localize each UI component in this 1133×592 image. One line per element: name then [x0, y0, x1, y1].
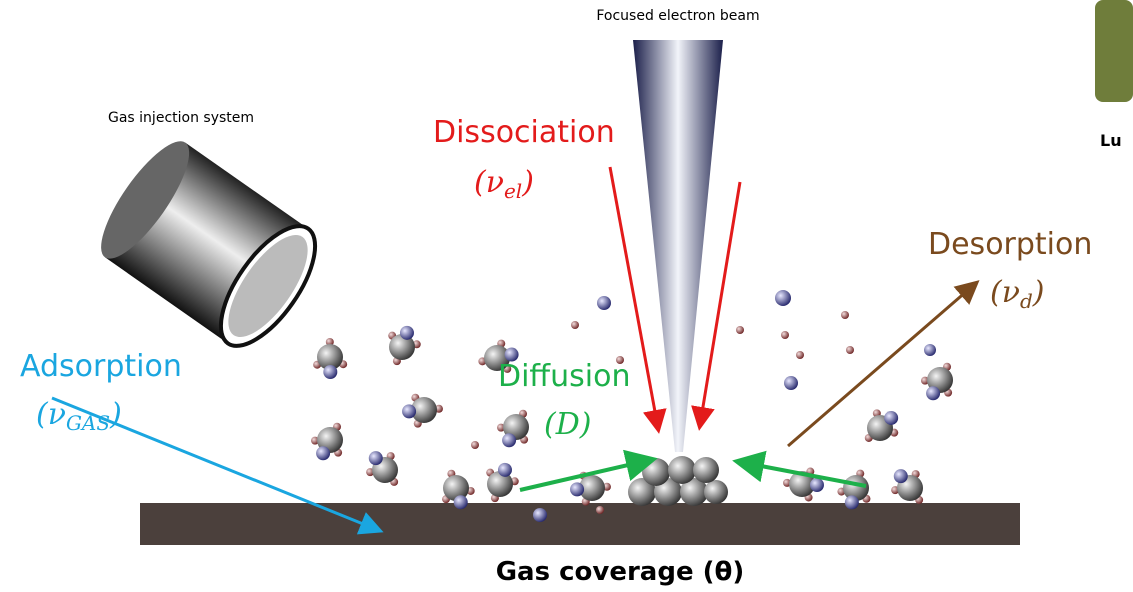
rate-subscript: el	[504, 179, 522, 203]
atom	[736, 326, 744, 334]
atom	[775, 290, 791, 306]
atom	[781, 331, 789, 339]
atom	[502, 433, 516, 447]
diffusion-label: Diffusion	[498, 359, 630, 394]
atom	[810, 478, 824, 492]
atom	[369, 451, 383, 465]
atom	[884, 411, 898, 425]
caption: Gas coverage (θ)	[496, 557, 745, 587]
atom	[400, 326, 414, 340]
atom	[454, 495, 468, 509]
photo-fragment	[1095, 0, 1133, 102]
atom	[841, 311, 849, 319]
atom	[846, 346, 854, 354]
dissociation-label: Dissociation	[433, 115, 615, 150]
atom	[924, 344, 936, 356]
atom	[596, 506, 604, 514]
gas-injector	[87, 130, 333, 361]
atom	[894, 469, 908, 483]
diffusion-rate: (D)	[544, 407, 591, 442]
electron-beam	[633, 40, 723, 452]
beam-label: Focused electron beam	[596, 8, 759, 24]
atom	[926, 386, 940, 400]
atom	[316, 446, 330, 460]
substrate	[140, 503, 1020, 545]
side-label: Lu	[1100, 131, 1122, 150]
diagram: Lu Focused electron beam Gas injection s…	[0, 0, 1133, 592]
atom	[498, 463, 512, 477]
rate-symbol: (ν	[474, 165, 504, 200]
atom	[533, 508, 547, 522]
desorption-rate: (νd)	[990, 275, 1044, 313]
atom	[402, 404, 416, 418]
dissociation-rate: (νel)	[474, 165, 534, 203]
rate-subscript: d	[1020, 289, 1033, 313]
atom	[323, 365, 337, 379]
atom	[845, 495, 859, 509]
atom	[471, 441, 479, 449]
atom	[597, 296, 611, 310]
rate-symbol: (ν	[990, 275, 1020, 310]
desorption-label: Desorption	[928, 227, 1092, 262]
rate-subscript: GAS	[66, 411, 110, 435]
atom	[796, 351, 804, 359]
atom	[571, 321, 579, 329]
dissociation-arrow	[700, 182, 740, 425]
rate-close: )	[521, 165, 534, 200]
adsorption-label: Adsorption	[20, 349, 182, 384]
atom	[784, 376, 798, 390]
injector-label: Gas injection system	[108, 110, 254, 126]
rate-close: )	[109, 397, 122, 432]
rate-symbol: (ν	[36, 397, 66, 432]
rate-close: )	[1032, 275, 1045, 310]
atom	[570, 482, 584, 496]
adsorption-rate: (νGAS)	[36, 397, 122, 435]
